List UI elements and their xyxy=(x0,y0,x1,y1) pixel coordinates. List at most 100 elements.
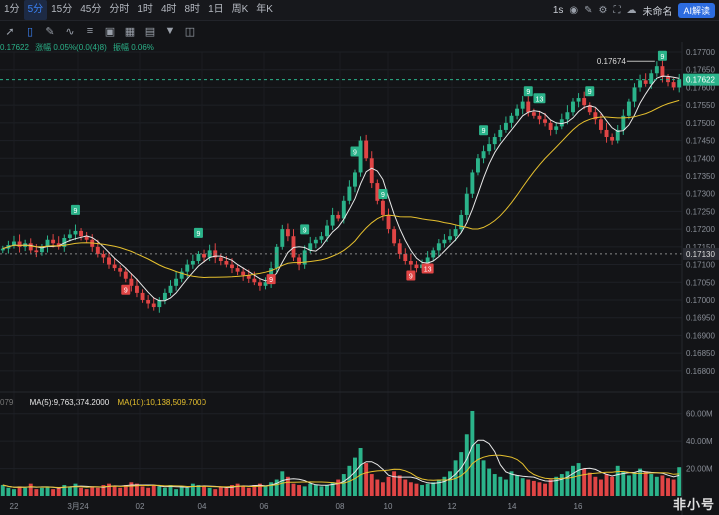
path-tool-icon[interactable]: ∿ xyxy=(65,25,75,38)
y-tick-label: 0.17700 xyxy=(686,48,715,57)
high-label: 0.17674 xyxy=(597,57,626,66)
td-marker-label: 9 xyxy=(660,54,664,61)
fib-tool-icon[interactable]: ≡ xyxy=(86,25,94,37)
volume-bar xyxy=(610,476,615,496)
volume-bar xyxy=(476,443,480,496)
td-marker-badge xyxy=(266,274,276,285)
candle-body xyxy=(649,73,654,84)
candle-body xyxy=(0,248,5,251)
volume-bar xyxy=(487,468,492,496)
y-tick-label: 0.17000 xyxy=(686,296,715,305)
volume-bar xyxy=(162,487,167,496)
timeframe-tab[interactable]: 1日 xyxy=(208,4,224,15)
candle-body xyxy=(45,239,50,247)
timeframe-tab[interactable]: 1时 xyxy=(137,4,153,15)
candle-body xyxy=(230,264,234,269)
volume-bar xyxy=(190,483,195,496)
candle-body xyxy=(654,66,659,74)
volume-bar xyxy=(369,474,374,496)
candle-body xyxy=(151,303,156,308)
timeframe-tab[interactable]: 8时 xyxy=(184,4,201,15)
candle-body xyxy=(51,239,56,244)
candle-body xyxy=(302,250,307,265)
candle-body xyxy=(358,140,363,173)
candle-body xyxy=(610,137,615,141)
ai-analysis-button[interactable]: AI解读 xyxy=(678,2,715,18)
candle-body xyxy=(369,158,374,184)
interval-label[interactable]: 1s xyxy=(552,4,564,16)
candle-body xyxy=(118,268,123,272)
volume-bar xyxy=(503,479,508,496)
volume-bar xyxy=(313,485,318,496)
volume-bar xyxy=(660,475,665,496)
volume-bar xyxy=(671,479,676,496)
volume-ma5: MA(5):9,763,374.2000 xyxy=(29,398,110,407)
shape-tool-icon[interactable]: ▦ xyxy=(124,25,136,38)
x-tick-label: 12 xyxy=(448,502,457,511)
volume-bar xyxy=(531,480,536,496)
timeframe-tab[interactable]: 45分 xyxy=(80,4,102,15)
settings-icon[interactable]: ⚙ xyxy=(598,4,608,16)
candle-body xyxy=(537,115,542,120)
volume-bar xyxy=(358,448,363,496)
layout-name[interactable]: 未命名 xyxy=(642,6,673,18)
volume-bar xyxy=(459,452,464,496)
candle-body xyxy=(587,105,592,113)
x-tick-label: 02 xyxy=(136,502,145,511)
td-marker-label: 9 xyxy=(269,277,273,284)
y-tick-label: 0.17050 xyxy=(686,278,715,287)
volume-bar xyxy=(325,485,329,496)
volume-bar xyxy=(464,434,469,496)
td-marker-badge xyxy=(406,270,416,281)
timeframe-tab[interactable]: 4时 xyxy=(160,4,177,15)
td-marker-badge xyxy=(378,188,388,199)
td-marker-badge xyxy=(479,125,489,136)
candle-body xyxy=(414,264,419,269)
candle-body xyxy=(79,230,84,237)
volume-bar xyxy=(291,483,296,496)
volume-bar xyxy=(677,467,682,496)
candle-body xyxy=(252,278,257,283)
timeframe-tab[interactable]: 周K xyxy=(231,4,249,15)
cursor-tool-icon[interactable]: ▯ xyxy=(26,25,34,38)
candle-body xyxy=(297,257,302,265)
x-tick-label: 06 xyxy=(260,502,269,511)
td-marker-label: 9 xyxy=(196,231,200,238)
timeframe-tab[interactable]: 5分 xyxy=(23,0,48,20)
x-tick-label: 04 xyxy=(198,502,207,511)
y-tick-label: 0.17300 xyxy=(686,190,715,199)
draw-icon[interactable]: ✎ xyxy=(584,4,593,16)
candle-body xyxy=(218,257,223,262)
volume-bar xyxy=(224,487,229,496)
candle-body xyxy=(380,200,385,215)
volume-bar xyxy=(274,479,279,496)
measure-tool-icon[interactable]: ▤ xyxy=(144,25,156,38)
x-tick-label: 08 xyxy=(336,502,345,511)
candle-body xyxy=(638,80,643,88)
lock-tool-icon[interactable]: ▣ xyxy=(104,25,116,38)
volume-bar xyxy=(587,472,592,496)
td-marker-badge xyxy=(350,146,360,157)
candle-body xyxy=(543,119,547,123)
current-price: 0.17622 xyxy=(0,43,29,52)
pen-tool-icon[interactable]: ✎ xyxy=(45,25,55,38)
timeframe-tab[interactable]: 1分 xyxy=(4,4,20,15)
candle-body xyxy=(285,229,290,237)
timeframe-tab[interactable]: 年K xyxy=(256,4,273,15)
filter-tool-icon[interactable]: ▼ xyxy=(164,25,176,37)
candle-body xyxy=(448,236,452,240)
volume-bar xyxy=(101,485,106,496)
td-marker-badge xyxy=(421,263,434,274)
timeframe-bar: 1分 5分 15分 45分 分时 1时 4时 8时 1日 周K 年K xyxy=(0,0,719,21)
timeframe-tab[interactable]: 15分 xyxy=(51,4,73,15)
volume-bar xyxy=(403,479,408,496)
timeframe-tab[interactable]: 分时 xyxy=(109,4,130,15)
candle-body xyxy=(425,257,430,265)
delete-tool-icon[interactable]: ◫ xyxy=(184,25,196,38)
y-tick-label: 0.17600 xyxy=(686,83,715,92)
line-tool-icon[interactable]: ➚ xyxy=(5,25,15,38)
camera-icon[interactable]: ◉ xyxy=(569,4,579,16)
volume-bar xyxy=(621,471,626,496)
fullscreen-icon[interactable]: ⛶ xyxy=(613,4,621,16)
